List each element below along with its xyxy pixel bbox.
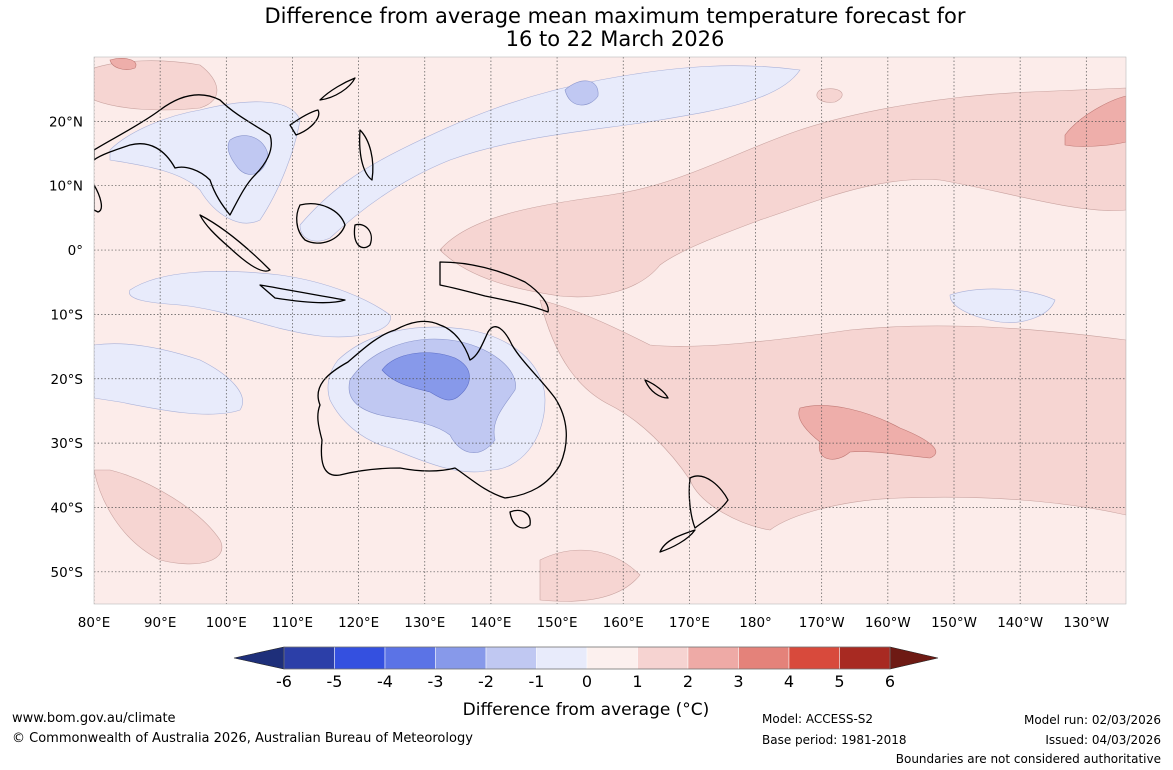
longitude-label: 160°E [603,615,644,631]
inland-australia-cold-core [381,352,470,401]
colorbar-segment [536,646,588,670]
colorbar-outline [283,646,891,670]
latitude-label: 20°N [49,114,83,130]
colorbar-tick-label: -4 [377,672,393,691]
longitude-labels: 80°E 90°E 100°E 110°E 120°E 130°E 140°E 150°E 16… [78,615,1109,631]
longitude-label: 170°W [799,615,845,631]
map-panel [94,57,1126,604]
map-title-line-1: Difference from average mean maximum tem… [265,4,966,28]
longitude-label: 160°W [865,615,911,631]
south-pacific-hot-spot [798,405,937,460]
model-run-date: Model run: 02/03/2026 [1023,713,1161,727]
north-pacific-small-warm-patch [816,88,843,103]
colorbar-segment [637,646,689,670]
sri-lanka-coastline [94,184,103,213]
longitude-label: 120°E [338,615,379,631]
boundaries-disclaimer: Boundaries are not considered authoritat… [895,752,1161,766]
sulawesi-coastline [353,223,372,249]
northwest-warm-patch [94,60,218,111]
colorbar-tick-label: -3 [428,672,444,691]
colorbar-tick-label: 3 [733,672,743,691]
colorbar-segment [485,646,537,670]
colorbar-tick-label: -6 [276,672,292,691]
colorbar-tick-label: -2 [478,672,494,691]
latitude-label: 50°S [51,565,84,581]
latitude-label: 20°S [51,372,84,388]
colorbar-tick-label: 5 [834,672,844,691]
colorbar-tick-label: -1 [529,672,545,691]
colorbar-segment [283,646,335,670]
copyright-notice: © Commonwealth of Australia 2026, Austra… [12,731,473,746]
latitude-label: 10°S [51,307,84,323]
issued-date: Issued: 04/03/2026 [1045,733,1161,747]
borneo-coastline [296,203,346,244]
coastlines [94,77,729,553]
philippines-coastline [359,129,374,181]
latitude-label: 30°S [51,436,84,452]
colorbar-title: Difference from average (°C) [463,700,710,720]
longitude-label: 80°E [78,615,110,631]
longitude-label: 130°W [1063,615,1109,631]
longitude-label: 90°E [144,615,176,631]
mainland-asia-coastline [94,94,272,216]
colorbar-segment [334,646,386,670]
latitude-label: 0° [68,243,83,259]
longitude-label: 130°E [404,615,445,631]
colorbar-over-arrow [889,646,939,670]
colorbar-under-arrow [233,646,285,670]
colorbar-tick-label: 0 [582,672,592,691]
model-name: Model: ACCESS-S2 [762,712,874,726]
western-pacific-cool-patch [564,80,599,106]
australia-coastline [317,320,567,499]
longitude-label: 140°W [997,615,1043,631]
latitude-label: 10°N [49,179,83,195]
tibet-hot-spot [109,58,137,70]
colorbar-segment [788,646,840,670]
longitude-label: 110°E [272,615,313,631]
tasmania-coastline [509,509,531,529]
colorbar-tick-label: 4 [784,672,794,691]
eastern-indian-ocean-cool-band [129,271,391,338]
map-frame [93,56,1127,605]
colorbar-tick-label: -5 [327,672,343,691]
website-link[interactable]: www.bom.gov.au/climate [12,711,176,726]
new-guinea-coastline [439,261,549,313]
tasman-sea-warm-patch [539,549,641,602]
longitude-label: 150°E [537,615,578,631]
colorbar-tick-label: 6 [885,672,895,691]
longitude-label: 140°E [470,615,511,631]
colorbar-tick-label: 1 [632,672,642,691]
anomaly-minus-3-to-minus-2-regions [381,352,470,401]
colorbar-segment [435,646,487,670]
base-period: Base period: 1981-2018 [762,733,907,747]
indochina-cool-region [109,101,301,224]
map-title-line-2: 16 to 22 March 2026 [506,27,725,51]
colorbar-segment [687,646,739,670]
colorbar-segment [586,646,638,670]
latitude-labels: 20°N 10°N 0° 10°S 20°S 30°S 40°S 50°S [49,114,83,580]
china-coast [289,77,356,136]
graticule [94,57,1126,604]
colorbar-segment [738,646,790,670]
colorbar-segment [839,646,891,670]
latitude-label: 40°S [51,500,84,516]
southern-indian-warm-patch [94,469,223,565]
sumatra-java-coastline [199,214,346,304]
longitude-label: 170°E [669,615,710,631]
longitude-label: 150°W [931,615,977,631]
longitude-label: 100°E [206,615,247,631]
new-zealand-coastline [659,475,729,553]
longitude-label: 180° [739,615,772,631]
colorbar-tick-label: 2 [683,672,693,691]
colorbar: -6 -5 -4 -3 -2 -1 0 1 2 3 4 5 6 [233,646,939,691]
north-of-equator-cool-band [299,65,801,242]
colorbar-segment [384,646,436,670]
equatorial-pacific-warm-band [439,87,1126,298]
new-caledonia-coastline [644,379,669,399]
